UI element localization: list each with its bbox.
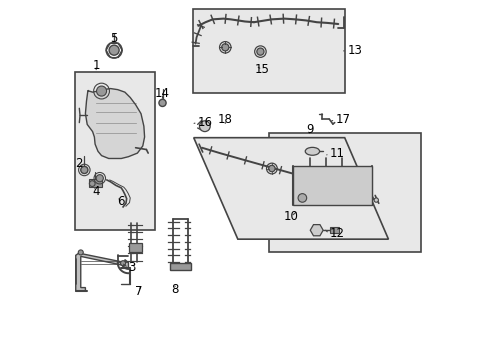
Circle shape bbox=[364, 194, 368, 198]
Text: 10: 10 bbox=[283, 210, 298, 223]
Text: 3: 3 bbox=[128, 261, 136, 274]
Bar bbox=[330, 227, 339, 233]
Circle shape bbox=[78, 250, 83, 255]
Text: 2: 2 bbox=[75, 157, 83, 170]
Text: 7: 7 bbox=[135, 285, 143, 298]
Circle shape bbox=[221, 44, 229, 51]
Circle shape bbox=[81, 166, 88, 174]
Text: 4: 4 bbox=[93, 185, 100, 198]
Circle shape bbox=[374, 198, 378, 202]
Text: 1: 1 bbox=[93, 59, 100, 72]
Circle shape bbox=[109, 45, 119, 55]
Bar bbox=[294, 166, 372, 205]
Text: 9: 9 bbox=[306, 123, 313, 136]
Text: 15: 15 bbox=[255, 63, 270, 76]
Circle shape bbox=[298, 194, 307, 202]
Text: 18: 18 bbox=[218, 113, 233, 126]
Bar bbox=[269, 133, 421, 252]
Bar bbox=[129, 243, 142, 252]
Text: 12: 12 bbox=[329, 227, 344, 240]
Polygon shape bbox=[76, 252, 128, 291]
Circle shape bbox=[97, 86, 107, 96]
Circle shape bbox=[199, 121, 210, 132]
Text: 8: 8 bbox=[172, 283, 179, 296]
Circle shape bbox=[369, 196, 373, 201]
Circle shape bbox=[257, 48, 264, 55]
Text: 16: 16 bbox=[197, 116, 213, 129]
Bar bbox=[89, 179, 101, 187]
Circle shape bbox=[269, 165, 275, 172]
Circle shape bbox=[121, 261, 125, 266]
Text: 17: 17 bbox=[335, 113, 350, 126]
Text: 5: 5 bbox=[110, 32, 118, 45]
Text: 14: 14 bbox=[155, 87, 170, 100]
Bar bbox=[193, 9, 344, 93]
Circle shape bbox=[159, 99, 166, 107]
Bar bbox=[74, 72, 155, 230]
Circle shape bbox=[96, 175, 103, 182]
Text: 11: 11 bbox=[329, 147, 344, 159]
Polygon shape bbox=[310, 225, 323, 236]
Bar bbox=[170, 263, 191, 270]
Text: 6: 6 bbox=[118, 195, 125, 208]
Text: 13: 13 bbox=[347, 44, 362, 57]
Polygon shape bbox=[85, 89, 145, 158]
Polygon shape bbox=[194, 138, 389, 239]
Ellipse shape bbox=[305, 147, 319, 155]
